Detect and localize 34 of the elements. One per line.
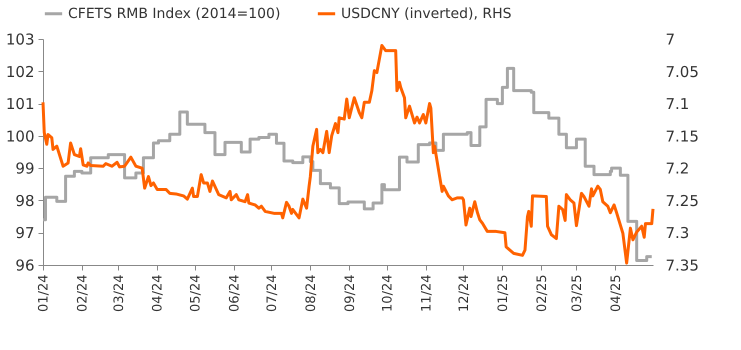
x-tick-label: 11/24 xyxy=(419,274,434,312)
x-tick-label: 08/24 xyxy=(304,274,319,312)
x-tick-label: 12/24 xyxy=(456,274,472,312)
x-tick-label: 06/24 xyxy=(227,274,242,312)
x-tick-label: 09/24 xyxy=(342,274,358,312)
x-tick-label: 02/25 xyxy=(534,274,550,312)
y2-tick-label: 7.25 xyxy=(666,192,699,210)
y2-tick-label: 7.3 xyxy=(666,224,690,242)
legend-label: CFETS RMB Index (2014=100) xyxy=(68,6,280,22)
x-tick-label: 01/24 xyxy=(36,274,52,312)
x-tick-label: 03/24 xyxy=(112,274,127,312)
y-tick-label: 101 xyxy=(6,95,34,114)
y-tick-label: 100 xyxy=(6,127,34,146)
x-tick-label: 02/24 xyxy=(75,274,90,312)
y-tick-label: 96 xyxy=(15,256,34,274)
y-tick-label: 102 xyxy=(6,62,34,81)
x-tick-label: 04/24 xyxy=(150,274,166,312)
y-tick-label: 98 xyxy=(15,192,34,210)
y2-tick-label: 7.15 xyxy=(666,127,699,146)
y2-tick-label: 7.1 xyxy=(666,95,690,114)
y-tick-label: 99 xyxy=(15,160,34,178)
y2-tick-label: 7.2 xyxy=(666,160,690,178)
y2-tick-label: 7.05 xyxy=(666,62,699,81)
x-tick-label: 10/24 xyxy=(380,274,396,312)
x-tick-label: 03/25 xyxy=(570,274,585,312)
legend-label: USDCNY (inverted), RHS xyxy=(341,6,512,22)
y-tick-label: 97 xyxy=(15,224,34,242)
x-tick-label: 01/25 xyxy=(496,274,511,312)
x-tick-label: 04/25 xyxy=(608,274,624,312)
x-tick-label: 07/24 xyxy=(264,274,280,312)
y-tick-label: 103 xyxy=(6,30,34,48)
y2-tick-label: 7 xyxy=(666,30,676,48)
y2-tick-label: 7.35 xyxy=(666,256,699,274)
x-tick-label: 05/24 xyxy=(188,274,204,312)
